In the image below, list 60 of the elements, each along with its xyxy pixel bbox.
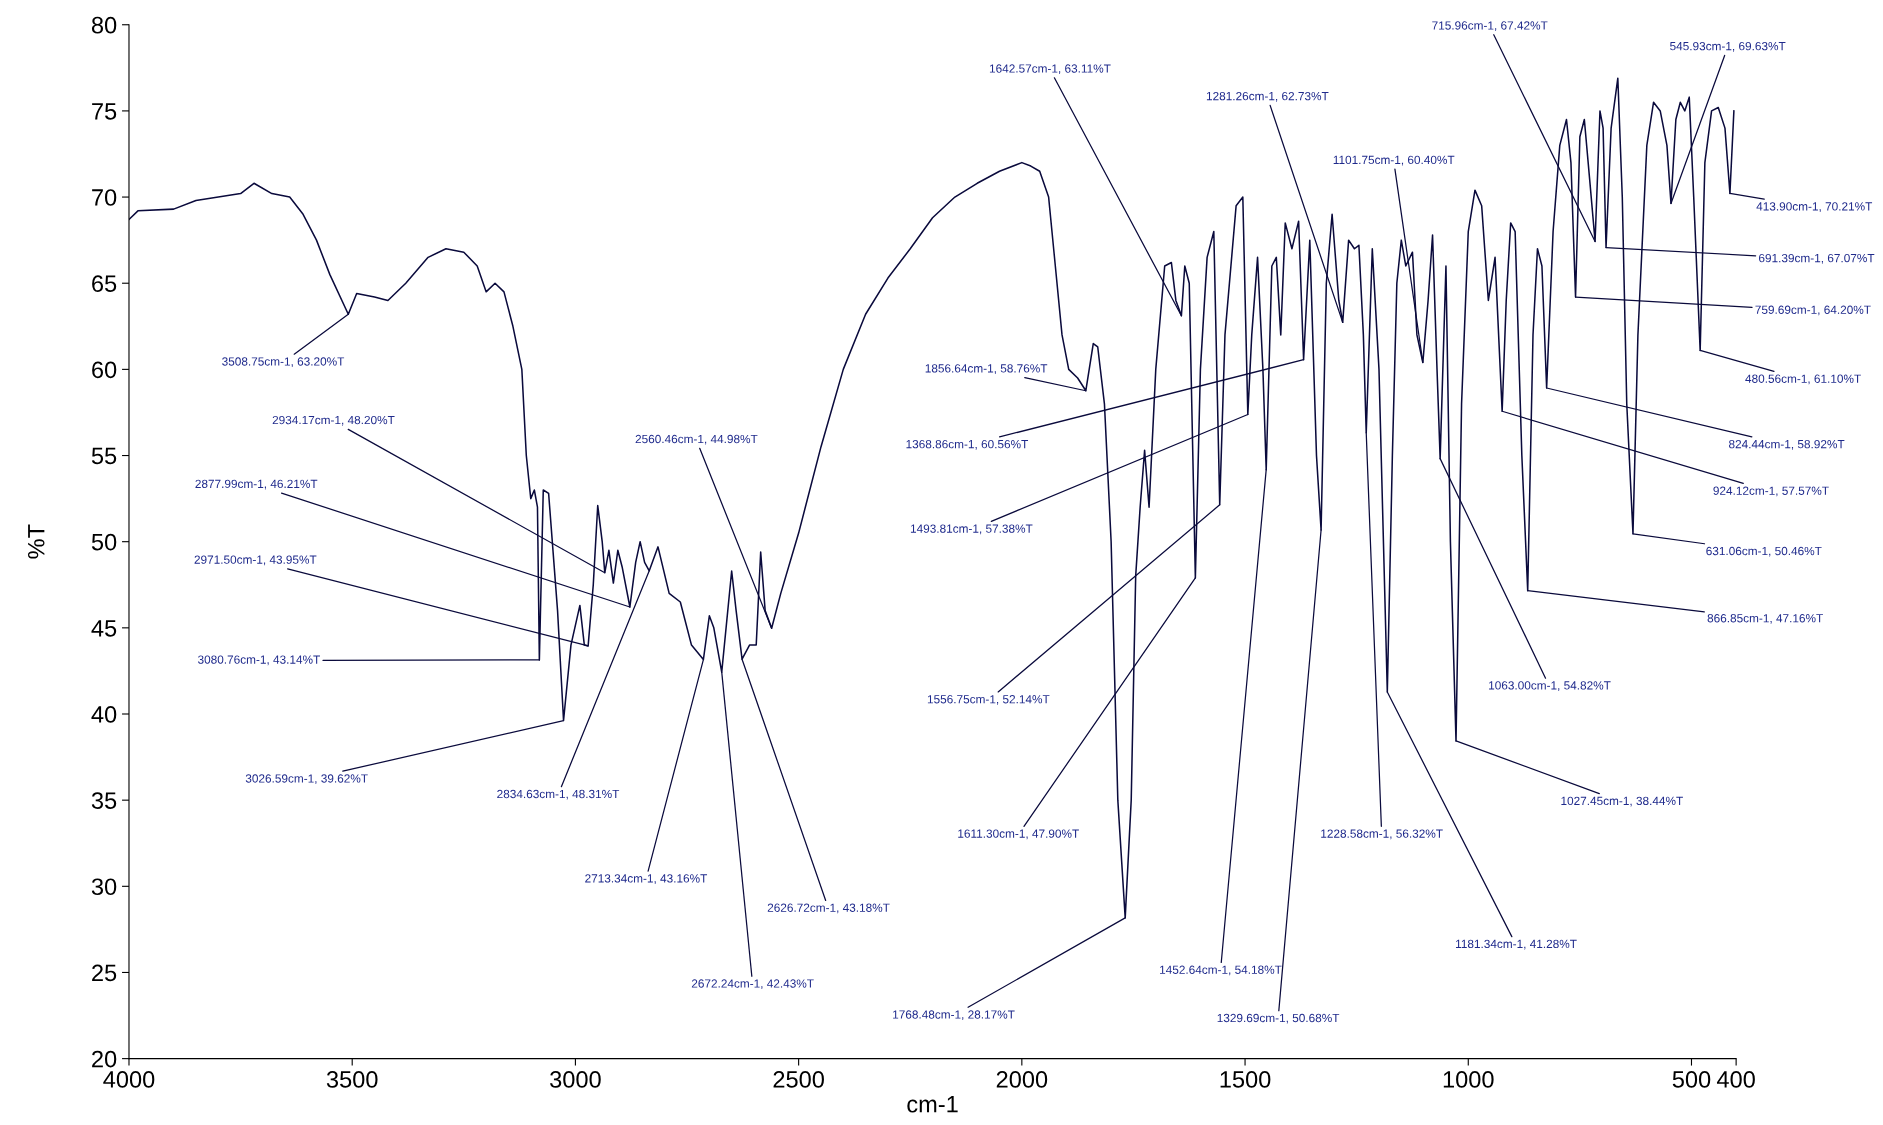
annotation: 631.06cm-1, 50.46%T bbox=[1706, 546, 1822, 557]
annotation: 924.12cm-1, 57.57%T bbox=[1713, 486, 1829, 497]
x-tick-label: 2000 bbox=[996, 1071, 1048, 1088]
annotation: 545.93cm-1, 69.63%T bbox=[1670, 41, 1786, 52]
annotation: 2672.24cm-1, 42.43%T bbox=[691, 979, 814, 990]
annotation: 1856.64cm-1, 58.76%T bbox=[925, 364, 1048, 374]
annotation: 1611.30cm-1, 47.90%T bbox=[958, 829, 1079, 840]
annotation: 3080.76cm-1, 43.14%T bbox=[197, 655, 320, 666]
annotation: 1063.00cm-1, 54.82%T bbox=[1489, 681, 1611, 691]
x-tick-label: 400 bbox=[1716, 1071, 1755, 1088]
annotation: 3026.59cm-1, 39.62%T bbox=[245, 774, 368, 785]
annotation: 2971.50cm-1, 43.95%T bbox=[194, 555, 317, 566]
annotation: 1452.64cm-1, 54.18%T bbox=[1160, 965, 1282, 976]
annotation: 2626.72cm-1, 43.18%T bbox=[767, 903, 890, 914]
annotation: 1228.58cm-1, 56.32%T bbox=[1321, 829, 1443, 840]
annotation: 1329.69cm-1, 50.68%T bbox=[1217, 1013, 1340, 1024]
y-tick-label: 65 bbox=[92, 275, 117, 293]
annotation: 2713.34cm-1, 43.16%T bbox=[585, 874, 708, 884]
y-tick-label: 50 bbox=[91, 533, 117, 551]
annotation: 866.85cm-1, 47.16%T bbox=[1707, 614, 1823, 624]
annotation: 2834.63cm-1, 48.31%T bbox=[497, 789, 620, 800]
annotation: 1281.26cm-1, 62.73%T bbox=[1206, 91, 1329, 102]
annotation: 691.39cm-1, 67.07%T bbox=[1759, 253, 1875, 264]
annotation: 1368.86cm-1, 60.56%T bbox=[906, 440, 1029, 450]
annotation: 1642.57cm-1, 63.11%T bbox=[989, 64, 1111, 75]
annotation: 1027.45cm-1, 38.44%T bbox=[1561, 796, 1683, 807]
y-tick-label: 40 bbox=[91, 706, 117, 723]
y-tick-label: 80 bbox=[91, 16, 117, 34]
annotation: 2560.46cm-1, 44.98%T bbox=[635, 434, 758, 445]
annotation: 1493.81cm-1, 57.38%T bbox=[910, 524, 1033, 535]
annotation: 1556.75cm-1, 52.14%T bbox=[927, 695, 1050, 705]
annotation: 1101.75cm-1, 60.40%T bbox=[1333, 155, 1455, 166]
x-axis-title: cm-1 bbox=[907, 1096, 958, 1113]
x-tick-label: 3500 bbox=[326, 1071, 378, 1088]
annotation: 2877.99cm-1, 46.21%T bbox=[195, 479, 318, 490]
x-tick-label: 2500 bbox=[773, 1071, 824, 1088]
annotation: 1768.48cm-1, 28.17%T bbox=[893, 1010, 1015, 1021]
y-tick-label: 20 bbox=[92, 1050, 117, 1068]
annotation: 3508.75cm-1, 63.20%T bbox=[222, 357, 345, 368]
annotation: 2934.17cm-1, 48.20%T bbox=[272, 415, 395, 426]
y-tick-label: 75 bbox=[92, 103, 117, 120]
x-tick-label: 500 bbox=[1672, 1071, 1711, 1088]
y-tick-label: 60 bbox=[92, 361, 117, 379]
x-tick-label: 1000 bbox=[1443, 1071, 1494, 1088]
y-tick-label: 45 bbox=[91, 620, 117, 637]
annotation: 824.44cm-1, 58.92%T bbox=[1729, 440, 1845, 450]
x-tick-label: 3000 bbox=[550, 1071, 601, 1088]
y-tick-label: 35 bbox=[91, 792, 117, 809]
x-tick-label: 4000 bbox=[103, 1071, 155, 1088]
y-tick-label: 25 bbox=[92, 964, 117, 982]
annotation: 480.56cm-1, 61.10%T bbox=[1745, 374, 1861, 385]
y-tick-label: 70 bbox=[92, 189, 117, 206]
annotation: 759.69cm-1, 64.20%T bbox=[1755, 305, 1871, 316]
x-tick-label: 1500 bbox=[1220, 1071, 1271, 1088]
annotation: 413.90cm-1, 70.21%T bbox=[1756, 202, 1873, 212]
y-tick-label: 30 bbox=[91, 878, 117, 896]
y-tick-label: 55 bbox=[91, 447, 117, 465]
annotation: 715.96cm-1, 67.42%T bbox=[1432, 21, 1548, 32]
annotation: 1181.34cm-1, 41.28%T bbox=[1456, 939, 1577, 950]
y-axis-title: %T bbox=[27, 524, 45, 559]
